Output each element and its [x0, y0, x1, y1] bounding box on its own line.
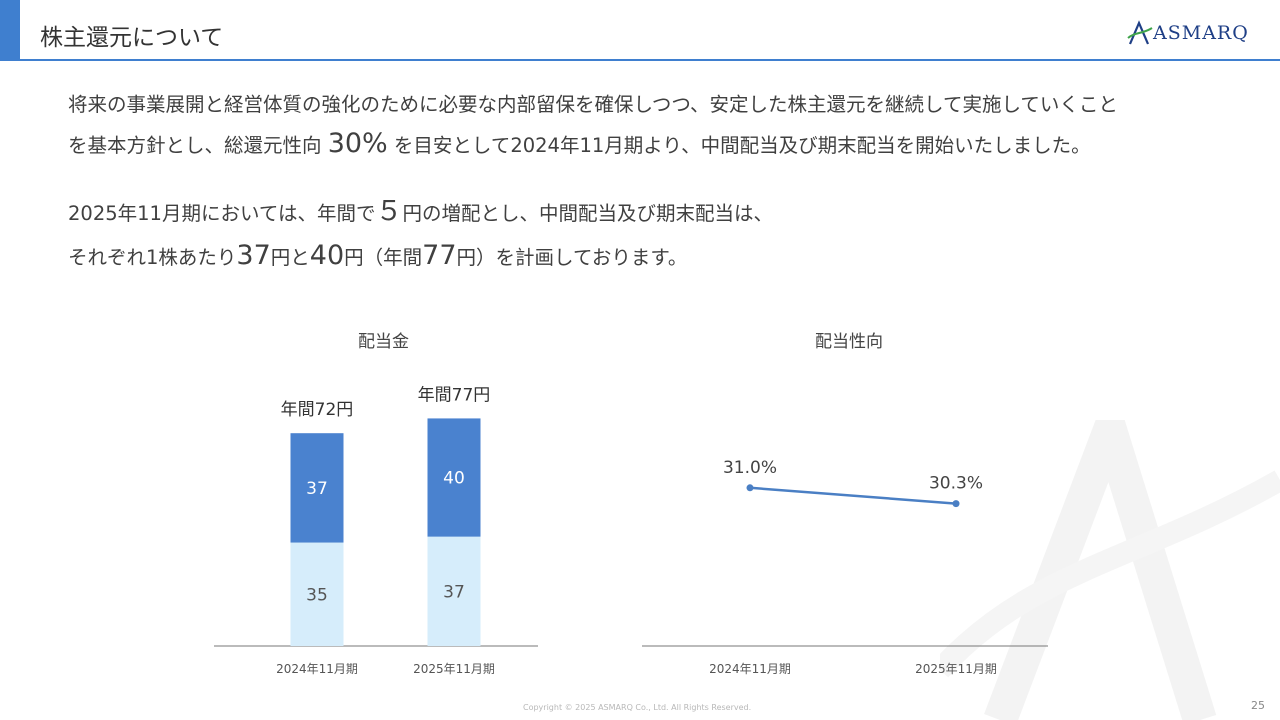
body-text-line-1: 将来の事業展開と経営体質の強化のために必要な内部留保を確保しつつ、安定した株主還…	[68, 93, 1118, 116]
bar-total-label: 年間77円	[418, 385, 491, 405]
bar-value-label: 40	[443, 469, 465, 489]
line-category-label: 2024年11月期	[709, 662, 791, 676]
bar-value-label: 37	[443, 582, 465, 602]
bar-segment	[427, 536, 481, 646]
payout-ratio-value-label: 31.0%	[723, 458, 777, 478]
header-accent-bar	[0, 0, 20, 60]
line-category-label: 2025年11月期	[915, 662, 997, 676]
bar-segment	[290, 542, 344, 646]
payout-ratio-value-label: 30.3%	[929, 474, 983, 494]
year-end-dividend-figure: 40	[309, 240, 345, 271]
logo-text: ASMARQ	[1153, 22, 1249, 44]
bar-total-label: 年間72円	[281, 400, 354, 420]
bar-category-label: 2025年11月期	[413, 662, 495, 676]
page-number: 25	[1251, 699, 1265, 712]
payout-ratio-point	[952, 500, 960, 508]
payout-ratio-chart-title: 配当性向	[815, 332, 883, 352]
body-text-line-2: を基本方針とし、総還元性向 30% を目安として2024年11月期より、中間配当…	[68, 128, 1091, 159]
bar-segment	[427, 418, 481, 537]
dividend-increase-figure: ５	[375, 196, 403, 227]
dividend-bar-chart: 35 37 年間72円 2024年11月期 37 40 年間77円 2025年11月期	[214, 385, 538, 676]
copyright-text: Copyright © 2025 ASMARQ Co., Ltd. All Ri…	[523, 703, 752, 712]
bar-segment	[290, 433, 344, 543]
company-logo: ASMARQ	[1127, 18, 1262, 48]
payout-ratio-line	[749, 486, 957, 505]
bar-value-label: 35	[306, 585, 328, 605]
logo-watermark-icon	[940, 420, 1280, 720]
annual-dividend-figure: 77	[422, 240, 457, 271]
payout-target-figure: 30%	[327, 128, 388, 159]
header-underline	[0, 59, 1280, 61]
body-text-line-4: それぞれ1株あたり37円と40円（年間77円）を計画しております。	[68, 240, 688, 271]
logo-mark-icon	[1127, 20, 1153, 45]
bar-category-label: 2024年11月期	[276, 662, 358, 676]
dividend-chart-title: 配当金	[358, 332, 409, 352]
payout-ratio-line-chart: 31.0% 30.3% 2024年11月期 2025年11月期	[642, 458, 1048, 676]
page-title: 株主還元について	[40, 25, 224, 51]
payout-ratio-point	[746, 484, 754, 492]
interim-dividend-figure: 37	[236, 240, 271, 271]
body-text-line-3: 2025年11月期においては、年間で５円の増配とし、中間配当及び期末配当は、	[68, 196, 773, 227]
bar-value-label: 37	[306, 479, 328, 499]
